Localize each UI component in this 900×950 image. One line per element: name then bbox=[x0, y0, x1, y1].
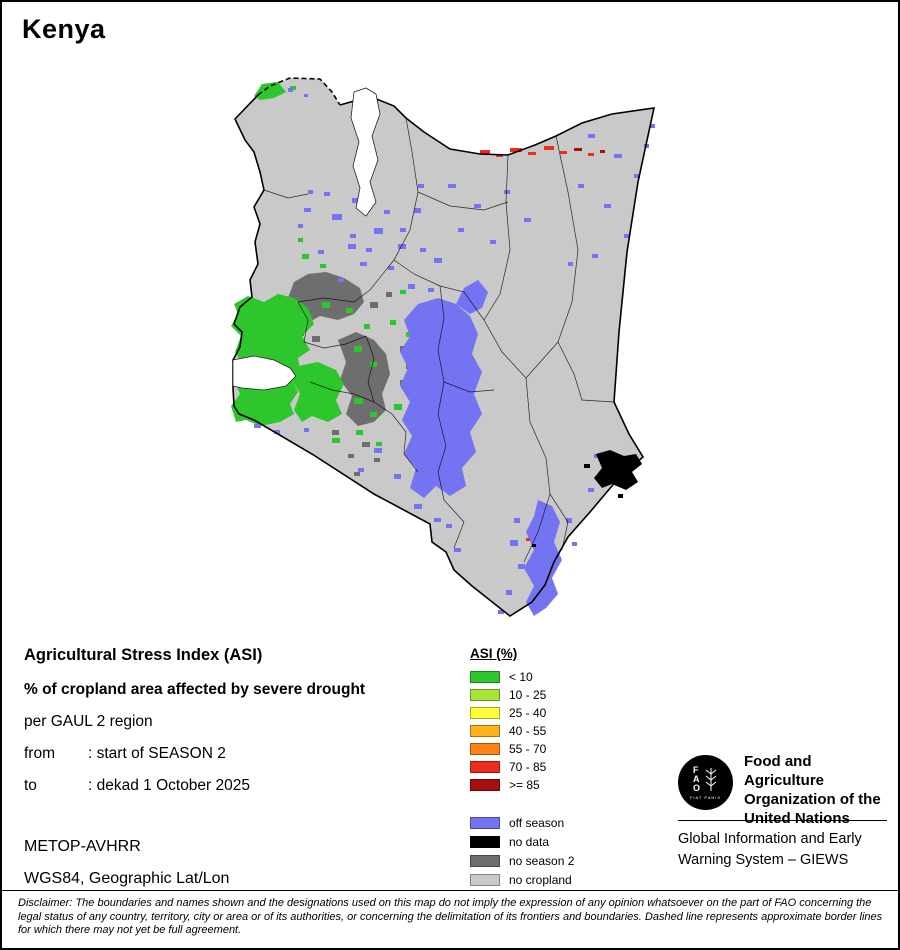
legend-swatch bbox=[470, 743, 500, 755]
page-title: Kenya bbox=[22, 14, 106, 44]
legend-item: off season bbox=[470, 816, 574, 830]
period-to: to : dekad 1 October 2025 bbox=[24, 777, 454, 795]
fao-logo: FAO FIAT PANIS bbox=[678, 755, 733, 810]
legend-item: 40 - 55 bbox=[470, 724, 574, 738]
footer-divider bbox=[678, 820, 887, 821]
legend-item: 25 - 40 bbox=[470, 706, 574, 720]
fao-logo-text: FAO bbox=[693, 764, 701, 793]
map-description: Agricultural Stress Index (ASI) % of cro… bbox=[24, 646, 454, 809]
fao-attribution: FAO FIAT PANIS Food and Agriculture Orga… bbox=[678, 752, 888, 828]
legend-swatch bbox=[470, 855, 500, 867]
wheat-icon bbox=[705, 768, 717, 791]
legend-swatch bbox=[470, 836, 500, 848]
legend-item: no cropland bbox=[470, 873, 574, 887]
lake-turkana bbox=[350, 87, 381, 217]
legend-item: 55 - 70 bbox=[470, 742, 574, 756]
org-name: Food and Agriculture Organization of the… bbox=[744, 753, 881, 827]
region-line: per GAUL 2 region bbox=[24, 713, 153, 730]
fao-motto: FIAT PANIS bbox=[689, 794, 722, 800]
legend-swatch bbox=[470, 817, 500, 829]
legend-item: 10 - 25 bbox=[470, 688, 574, 702]
legend-swatch bbox=[470, 874, 500, 886]
legend-swatch bbox=[470, 671, 500, 683]
asi-subtitle: % of cropland area affected by severe dr… bbox=[24, 681, 366, 698]
legend-swatch bbox=[470, 761, 500, 773]
map-legend: ASI (%) < 10 10 - 25 25 - 40 40 - 55 55 … bbox=[470, 646, 574, 892]
giews-label: Global Information and Early Warning Sys… bbox=[678, 831, 862, 868]
legend-item: 70 - 85 bbox=[470, 760, 574, 774]
country-border bbox=[232, 77, 656, 617]
legend-item: no data bbox=[470, 835, 574, 849]
disclaimer-text: Disclaimer: The boundaries and names sho… bbox=[2, 890, 898, 938]
asi-high-patches bbox=[480, 146, 605, 541]
legend-extras: off season no data no season 2 no cropla… bbox=[470, 816, 574, 887]
projection-info: WGS84, Geographic Lat/Lon bbox=[24, 870, 230, 887]
winam-gulf bbox=[232, 355, 297, 391]
legend-item: >= 85 bbox=[470, 778, 574, 792]
legend-swatch bbox=[470, 689, 500, 701]
to-value: : dekad 1 October 2025 bbox=[88, 777, 251, 794]
sensor-name: METOP-AVHRR bbox=[24, 838, 141, 855]
period-from: from : start of SEASON 2 bbox=[24, 745, 454, 763]
legend-item: no season 2 bbox=[470, 854, 574, 868]
to-label: to bbox=[24, 777, 37, 794]
legend-swatch bbox=[470, 779, 500, 791]
technical-info: METOP-AVHRR WGS84, Geographic Lat/Lon bbox=[24, 838, 229, 902]
asi-heading: Agricultural Stress Index (ASI) bbox=[24, 646, 263, 664]
legend-item: < 10 bbox=[470, 670, 574, 684]
legend-title: ASI (%) bbox=[470, 646, 518, 661]
from-value: : start of SEASON 2 bbox=[88, 745, 226, 762]
from-label: from bbox=[24, 745, 55, 762]
legend-swatch bbox=[470, 725, 500, 737]
no-data-patches bbox=[532, 450, 642, 547]
legend-swatch bbox=[470, 707, 500, 719]
region-boundaries bbox=[263, 117, 615, 563]
